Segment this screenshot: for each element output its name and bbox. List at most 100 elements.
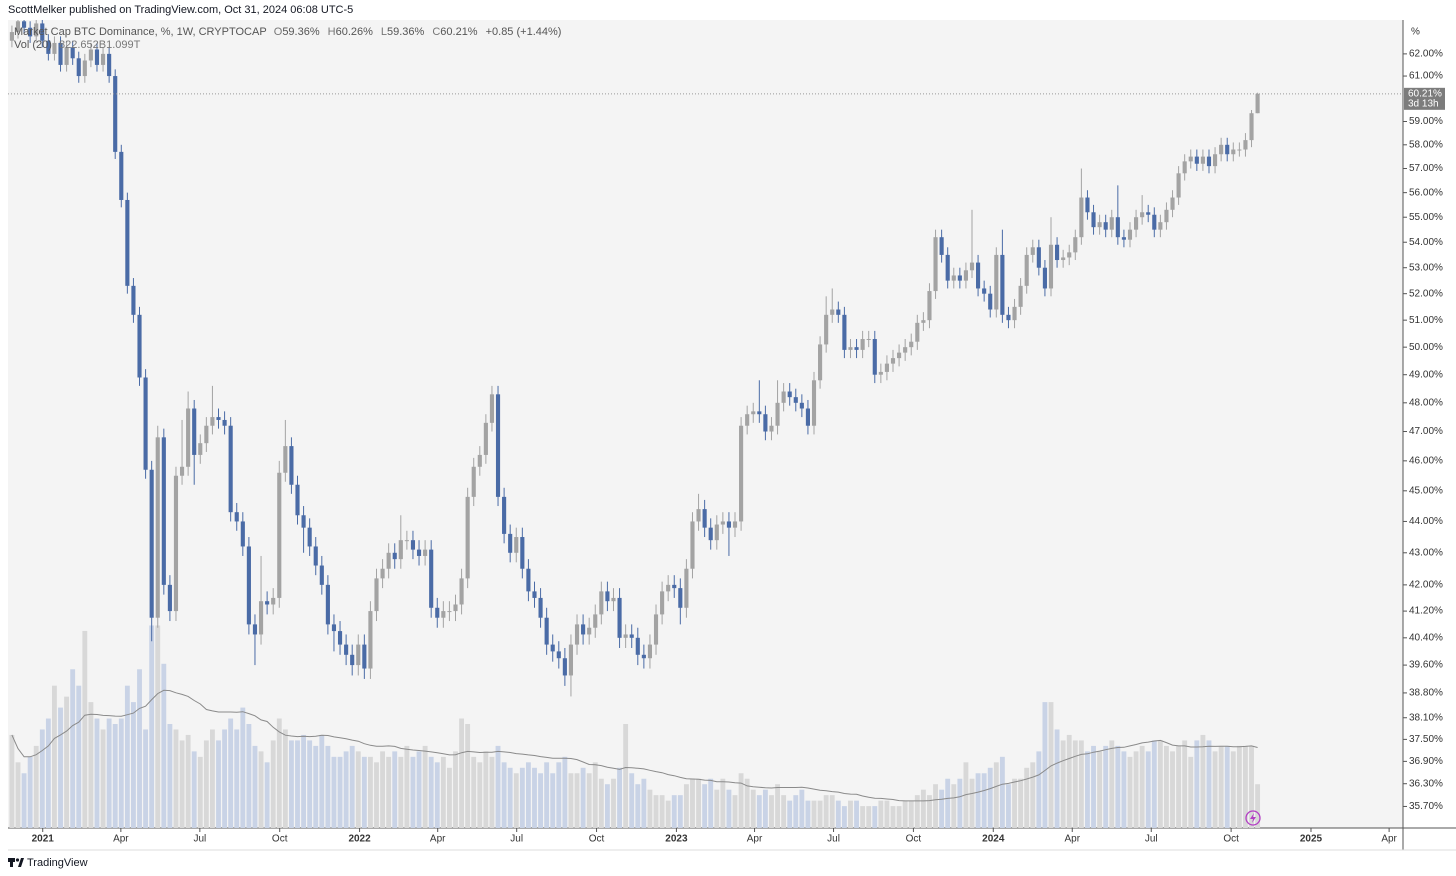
x-tick-label: Jul [193, 834, 206, 845]
volume-bar [635, 784, 641, 828]
volume-bar [866, 806, 872, 828]
volume-bar [586, 773, 592, 828]
volume-bar [793, 795, 799, 828]
volume-bar [258, 751, 264, 828]
candle-body [818, 344, 823, 381]
candle-body [1219, 144, 1224, 155]
volume-bar [1042, 702, 1048, 828]
y-tick-label: 36.90% [1409, 756, 1443, 767]
volume-bar [416, 751, 422, 828]
candle-body [526, 568, 531, 592]
candle-body [982, 288, 987, 294]
candle-body [745, 414, 750, 426]
candle-body [222, 419, 227, 426]
candle-body [1055, 244, 1060, 261]
volume-bar [544, 762, 550, 828]
x-tick-label: Oct [272, 834, 288, 845]
volume-bar [902, 800, 908, 828]
candle-body [1146, 212, 1151, 215]
candle-body [495, 394, 501, 497]
candle-body [1079, 197, 1084, 238]
candle-body [587, 627, 592, 635]
candle-body [216, 417, 221, 420]
candle-body [331, 624, 337, 632]
candle-body [763, 414, 768, 432]
volume-bar [641, 778, 647, 828]
candle-body [386, 552, 391, 569]
candle-body [1158, 222, 1163, 230]
ohlc-label: O [273, 26, 283, 38]
x-tick-label: Jul [827, 834, 840, 845]
candle-body [313, 546, 318, 566]
candle-body [429, 549, 434, 608]
volume-bar [361, 756, 367, 828]
candle-body [605, 591, 610, 602]
volume-bar [191, 751, 197, 828]
volume-bar [501, 762, 507, 828]
candle-body [544, 617, 549, 645]
volume-bar [1109, 740, 1115, 828]
candle-body [824, 314, 829, 345]
volume-bar [264, 762, 270, 828]
volume-bar [337, 756, 343, 828]
volume-bar [143, 729, 149, 828]
volume-bar [1200, 734, 1206, 828]
volume-bar [131, 702, 136, 828]
ohlc-item: H60.26% [328, 26, 377, 38]
change: +0.85 (+1.44%) [485, 26, 562, 38]
volume-bar [15, 762, 21, 828]
volume-bar [100, 729, 106, 828]
candle-body [793, 397, 798, 403]
volume-bar [240, 707, 246, 828]
candle-body [878, 371, 883, 375]
volume-bar [118, 718, 124, 828]
volume-bar [756, 795, 762, 828]
volume-bar [1151, 740, 1157, 828]
volume-bar [1018, 778, 1024, 828]
candle-body [678, 588, 683, 608]
y-tick-label: 57.00% [1409, 163, 1443, 174]
candle-body [423, 549, 428, 556]
candle-body [100, 53, 106, 65]
candle-body [599, 591, 604, 615]
candle-body [107, 53, 112, 77]
volume-bar [951, 784, 957, 828]
volume-bar [392, 751, 398, 828]
volume-bar [653, 795, 659, 828]
volume-bar [355, 751, 361, 828]
candle-body [502, 496, 507, 534]
y-tick-label: 40.40% [1409, 632, 1443, 643]
candle-body [769, 425, 774, 432]
candle-body [1243, 140, 1248, 150]
candle-body [28, 27, 33, 37]
candle-body [629, 634, 634, 638]
ohlc-value: 60.21% [440, 26, 478, 38]
volume-bar [216, 740, 221, 828]
countdown-label: 3d 13h [1408, 98, 1439, 109]
candle-body [283, 446, 288, 473]
volume-bar [21, 773, 27, 828]
volume-bar [440, 756, 446, 828]
candle-body [830, 309, 835, 315]
y-tick-label: 44.00% [1409, 516, 1443, 527]
volume-bar [179, 740, 185, 828]
volume-bar [27, 756, 33, 828]
candle-body [994, 254, 999, 310]
brand: TradingView [27, 857, 88, 869]
candle-body [836, 309, 841, 315]
candle-body [739, 425, 744, 522]
y-tick-label: 46.00% [1409, 455, 1443, 466]
volume-bar [386, 756, 392, 828]
candle-body [1024, 254, 1029, 286]
candle-body [1225, 144, 1230, 155]
candle-body [374, 578, 379, 612]
volume-bar [708, 778, 714, 828]
x-tick-label: Apr [1381, 834, 1397, 845]
candle-body [623, 634, 628, 638]
candle-body [988, 293, 993, 310]
candle-body [848, 347, 853, 350]
volume-bar [957, 778, 963, 828]
volume-bar [939, 789, 945, 828]
logo-icon [8, 858, 24, 867]
last-price-label: 60.21% [1408, 88, 1442, 99]
